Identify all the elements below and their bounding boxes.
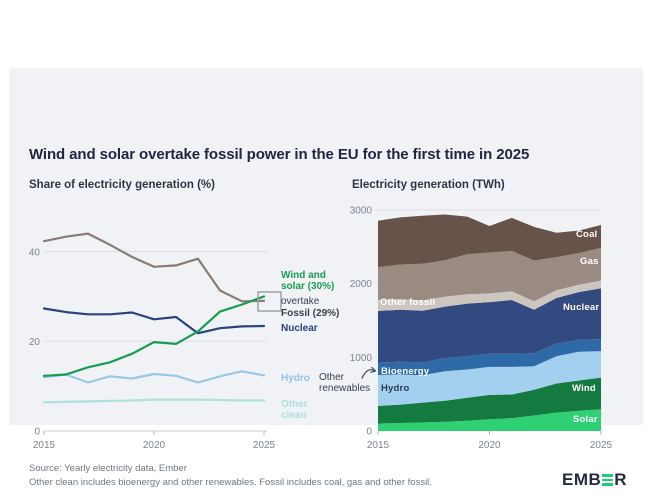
line-fossil	[42, 232, 266, 303]
left-line-series	[42, 232, 266, 404]
right-ytick-2000: 2000	[350, 279, 373, 290]
annotation-other-clean-line1: Other	[281, 399, 308, 410]
right-xtick-2020: 2020	[478, 440, 501, 451]
footnote-text: Other clean includes bioenergy and other…	[29, 477, 432, 488]
area-coal	[378, 214, 601, 268]
area-label-wind: Wind	[572, 383, 596, 394]
right-ytick-0: 0	[366, 427, 372, 438]
annotation-wind-solar: Wind and solar (30%)	[281, 270, 334, 292]
area-label-coal: Coal	[576, 229, 598, 240]
area-bioenergy	[378, 339, 601, 376]
line-nuclear	[42, 307, 266, 335]
left-xtick-2025: 2025	[253, 440, 276, 451]
left-xtick-2015: 2015	[33, 440, 56, 451]
source-text: Source: Yearly electricity data, Ember	[29, 463, 187, 474]
annotation-fossil: Fossil (29%)	[281, 308, 340, 319]
area-label-bioenergy: Bioenergy	[381, 366, 430, 377]
chart-title: Wind and solar overtake fossil power in …	[29, 146, 530, 163]
area-hydro	[378, 351, 601, 406]
area-label-nuclear: Nuclear	[563, 302, 600, 313]
area-other-fossil	[378, 280, 601, 311]
ember-logo-text-start: EMB	[562, 470, 602, 489]
annotation-other-renewables-line1: Other	[319, 372, 345, 383]
area-label-other-fossil: Other fossil	[380, 297, 436, 308]
left-chart-subtitle: Share of electricity generation (%)	[29, 179, 215, 191]
ember-logo: EMB R	[562, 470, 627, 490]
right-chart-subtitle: Electricity generation (TWh)	[352, 179, 505, 191]
left-ytick-20: 20	[29, 337, 41, 348]
line-chart: 40 20 0 2015 2020 2025	[29, 232, 282, 451]
stacked-area-chart: 3000 2000 1000 0 2015 2020 2025	[350, 206, 613, 452]
area-label-gas: Gas	[580, 256, 599, 267]
line-other-clean	[42, 398, 266, 404]
left-ytick-0: 0	[34, 427, 40, 438]
ember-logo-e-icon	[602, 474, 614, 486]
area-solar	[378, 409, 601, 431]
annotation-other-renewables-line2: renewables	[319, 383, 371, 394]
area-nuclear	[378, 288, 601, 363]
right-axis	[377, 431, 602, 435]
area-wind	[378, 377, 601, 424]
area-label-hydro: Hydro	[381, 383, 410, 394]
line-wind-and-solar	[42, 295, 266, 377]
curved-arrow-icon	[361, 366, 377, 379]
annotation-nuclear: Nuclear	[281, 323, 318, 334]
annotation-wind-solar-line2: solar (30%)	[281, 281, 335, 292]
crossover-highlight-box	[257, 291, 282, 312]
annotation-other-renewables: Other renewables	[319, 372, 370, 394]
annotation-other-clean-line2: clean	[281, 410, 307, 421]
area-label-solar: Solar	[573, 414, 598, 425]
chart-card: Wind and solar overtake fossil power in …	[9, 68, 643, 489]
right-ytick-3000: 3000	[350, 206, 373, 217]
ember-logo-text-end: R	[614, 470, 628, 489]
annotation-other-clean: Other clean	[281, 399, 308, 421]
left-axis	[43, 430, 267, 435]
annotation-overtake: overtake	[281, 296, 320, 307]
right-xtick-2015: 2015	[367, 440, 390, 451]
right-xtick-2025: 2025	[590, 440, 613, 451]
left-ytick-40: 40	[29, 248, 41, 259]
right-area-series	[378, 214, 601, 431]
annotation-wind-solar-line1: Wind and	[281, 270, 326, 281]
left-xtick-2020: 2020	[143, 440, 166, 451]
line-hydro	[42, 370, 266, 384]
area-gas	[378, 247, 601, 302]
annotation-hydro: Hydro	[281, 373, 310, 384]
right-ytick-1000: 1000	[350, 353, 373, 364]
